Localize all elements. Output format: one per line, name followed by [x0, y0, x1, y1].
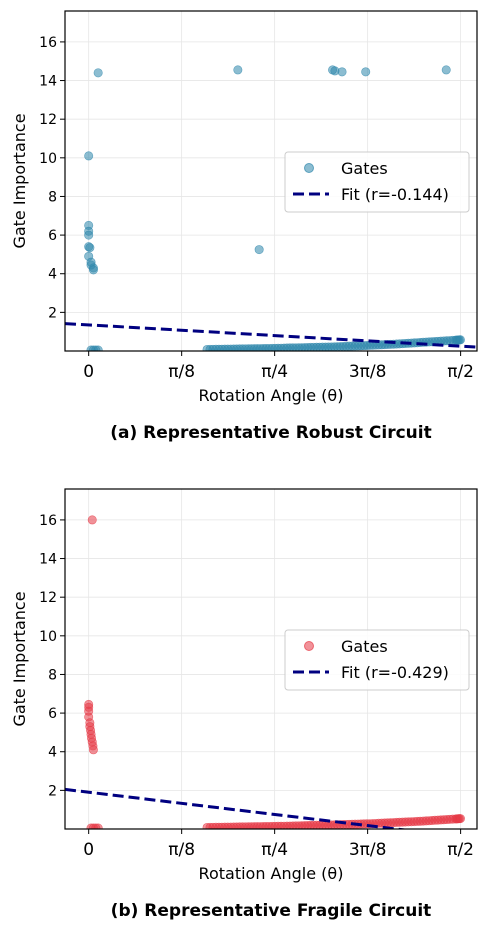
- y-tick-label: 2: [48, 783, 57, 799]
- y-tick-label: 14: [39, 552, 57, 568]
- scatter-point: [254, 245, 264, 255]
- chart-panel-b: 2 4 6 8 10 12 14 16 0 π/8 π/4 3π/8 π/2 Rotation Angle…: [10, 488, 478, 921]
- legend-marker: [304, 163, 314, 173]
- scatter-point: [93, 68, 103, 78]
- plot-frame: [64, 10, 478, 352]
- scatter-point: [88, 745, 98, 755]
- y-tick-label: 2: [48, 305, 57, 321]
- y-axis-label: Gate Importance: [10, 113, 29, 248]
- legend-label-gates: Gates: [341, 637, 388, 656]
- y-tick-label: 6: [48, 706, 57, 722]
- panel-caption: (b) Representative Fragile Circuit: [111, 901, 432, 921]
- x-tick-label: π/4: [261, 362, 288, 382]
- y-tick-label: 14: [39, 74, 57, 90]
- legend-box: [284, 629, 470, 691]
- y-tick-label: 8: [48, 667, 57, 683]
- scatter-point: [337, 67, 347, 77]
- fit-line: [65, 787, 409, 829]
- scatter-point: [84, 151, 94, 161]
- y-tick-label: 8: [48, 189, 57, 205]
- y-tick-label: 10: [39, 151, 57, 167]
- plot-frame: [64, 488, 478, 830]
- legend: Gates Fit (r=-0.429): [284, 629, 470, 691]
- y-tick-label: 12: [39, 590, 57, 606]
- x-tick-label: 0: [83, 362, 94, 382]
- y-tick-label: 6: [48, 228, 57, 244]
- y-tick-label: 16: [39, 513, 57, 529]
- y-tick-label: 10: [39, 629, 57, 645]
- y-axis-label: Gate Importance: [10, 591, 29, 726]
- scatter-point: [93, 345, 103, 351]
- scatter-point: [93, 823, 103, 829]
- legend-label-gates: Gates: [341, 159, 388, 178]
- y-tick-label: 4: [48, 267, 57, 283]
- x-tick-label: 3π/8: [349, 362, 387, 382]
- y-tick-label: 16: [39, 35, 57, 51]
- scatter-point: [233, 65, 243, 75]
- panel-caption: (a) Representative Robust Circuit: [110, 423, 432, 443]
- scatter-point: [87, 515, 97, 525]
- legend-label-fit: Fit (r=-0.144): [341, 185, 449, 204]
- scatter-point: [361, 67, 371, 77]
- x-tick-label: π/2: [447, 362, 474, 382]
- legend-box: [284, 151, 470, 213]
- x-axis-label: Rotation Angle (θ): [199, 864, 344, 883]
- scatter-point: [441, 65, 451, 75]
- legend: Gates Fit (r=-0.144): [284, 151, 470, 213]
- chart-panel-a: 2 4 6 8 10 12 14 16 0 π/8 π/4 3π/8 π/2 Rotation Angle…: [10, 10, 478, 443]
- legend-marker: [304, 641, 314, 651]
- x-axis-label: Rotation Angle (θ): [199, 386, 344, 405]
- x-tick-label: π/8: [168, 362, 195, 382]
- y-tick-label: 12: [39, 112, 57, 128]
- x-tick-label: π/2: [447, 840, 474, 860]
- fit-line: [65, 322, 477, 349]
- y-tick-label: 4: [48, 745, 57, 761]
- scatter-point: [454, 814, 464, 824]
- scatter-point: [84, 230, 94, 240]
- x-tick-label: π/4: [261, 840, 288, 860]
- scatter-point: [85, 243, 95, 253]
- legend-label-fit: Fit (r=-0.429): [341, 663, 449, 682]
- scatter-point: [88, 265, 98, 275]
- scatter-series: [84, 515, 465, 829]
- x-tick-label: π/8: [168, 840, 195, 860]
- x-tick-label: 3π/8: [349, 840, 387, 860]
- x-tick-label: 0: [83, 840, 94, 860]
- scatter-point: [454, 335, 464, 345]
